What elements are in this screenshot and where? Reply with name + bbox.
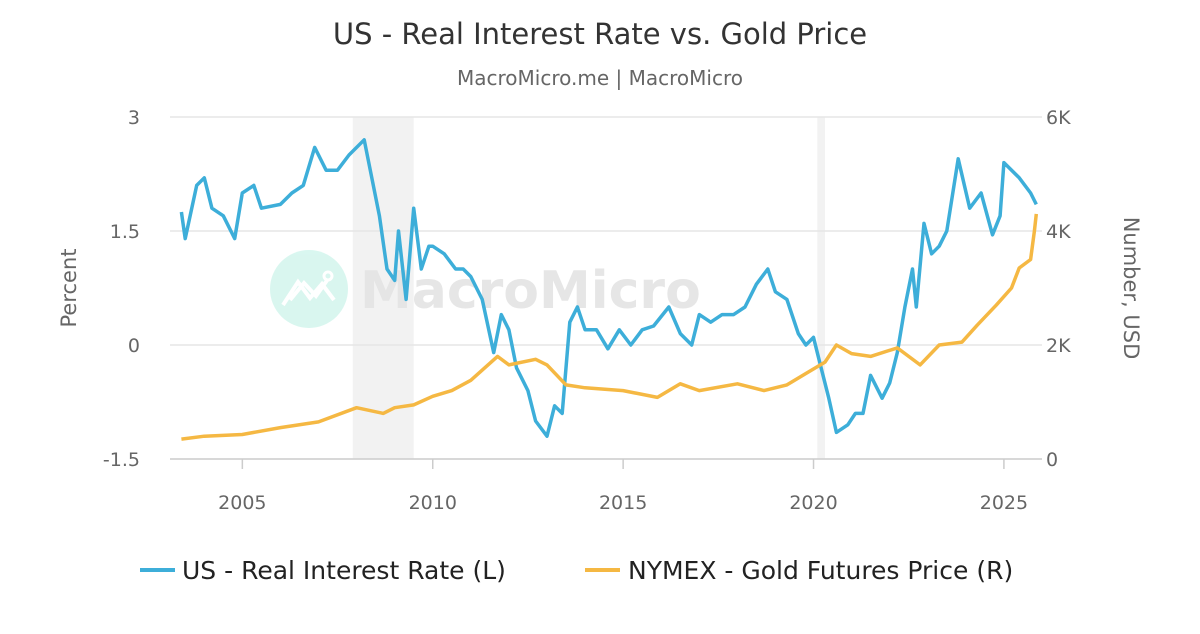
y-left-label: Percent	[57, 248, 81, 327]
series-lines	[179, 138, 1039, 441]
y-left-tick-label: 0	[128, 335, 140, 357]
legend-label-gold: NYMEX - Gold Futures Price (R)	[628, 556, 1013, 585]
y-right-tick-label: 6K	[1046, 107, 1071, 129]
legend-label-real-rate: US - Real Interest Rate (L)	[182, 556, 506, 585]
legend-item-gold[interactable]: NYMEX - Gold Futures Price (R)	[585, 556, 1013, 585]
y-right-label: Number, USD	[1119, 217, 1143, 360]
y-left-tick-label: -1.5	[103, 449, 140, 471]
watermark-text: MacroMicro	[360, 261, 701, 321]
gold-price-line	[181, 213, 1039, 441]
chart-subtitle: MacroMicro.me | MacroMicro	[457, 66, 743, 90]
x-tick-label: 2025	[980, 492, 1028, 514]
x-tick-label: 2015	[599, 492, 647, 514]
axes: 3 1.5 0 -1.5 6K 4K 2K 0 2005 2010 2015 2020 2025	[103, 107, 1071, 514]
shaded-period	[817, 117, 825, 459]
real-interest-rate-line	[179, 138, 1038, 438]
y-left-tick-label: 3	[128, 107, 140, 129]
y-right-tick-label: 4K	[1046, 221, 1071, 243]
chart-title: US - Real Interest Rate vs. Gold Price	[333, 17, 867, 51]
watermark: MacroMicro	[270, 250, 701, 328]
x-tick-label: 2020	[789, 492, 837, 514]
legend: US - Real Interest Rate (L) NYMEX - Gold…	[140, 556, 1013, 585]
legend-item-real-rate[interactable]: US - Real Interest Rate (L)	[140, 556, 506, 585]
x-tick-label: 2005	[218, 492, 266, 514]
y-left-tick-label: 1.5	[110, 221, 140, 243]
y-right-tick-label: 0	[1046, 449, 1058, 471]
y-right-tick-label: 2K	[1046, 335, 1071, 357]
x-tick-label: 2010	[409, 492, 457, 514]
